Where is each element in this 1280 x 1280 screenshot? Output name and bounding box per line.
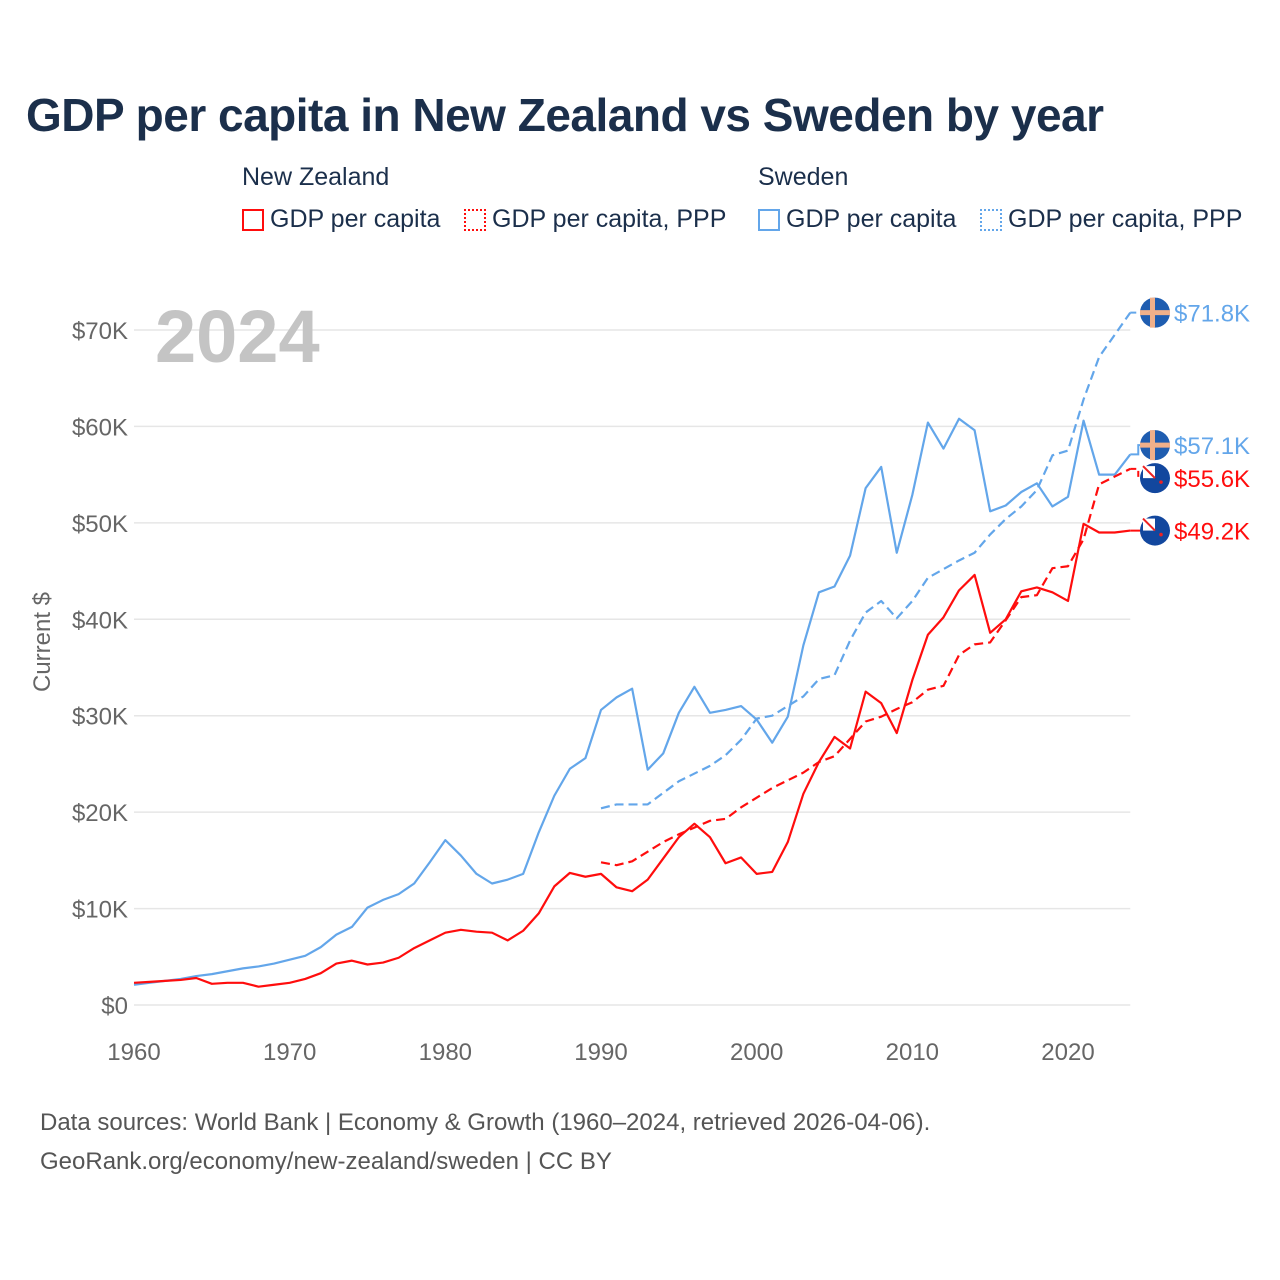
series-line-sweden-gdp-per-capita (133, 417, 1132, 986)
flag-cross (1150, 297, 1155, 328)
end-value-label: $71.8K (1174, 301, 1250, 328)
legend-group-sweden: Sweden (758, 163, 849, 191)
legend-label: GDP per capita, PPP (492, 205, 727, 233)
legend-label: GDP per capita (270, 205, 441, 233)
legend-label: GDP per capita (786, 205, 957, 233)
footer-link[interactable]: GeoRank.org/economy/new-zealand/sweden |… (40, 1148, 612, 1175)
legend-se-gdp-ppp[interactable]: GDP per capita, PPP (980, 205, 1242, 234)
legend-swatch-solid (242, 208, 264, 231)
flag-union-jack (1142, 465, 1156, 479)
y-tick-label: $60K (72, 414, 128, 441)
year-watermark: 2024 (155, 295, 320, 378)
y-tick-label: $50K (72, 511, 128, 538)
plot-area: $0 $10K $20K $30K $40K $50K $60K $70K 1960 1970 19… (29, 295, 1250, 1066)
flag-star (1159, 532, 1163, 537)
flag-union-jack (1142, 517, 1156, 532)
flag-cross (1150, 430, 1155, 461)
legend-nz-gdp[interactable]: GDP per capita (242, 205, 440, 234)
legend-swatch-dotted (464, 208, 486, 231)
footer-sources: Data sources: World Bank | Economy & Gro… (40, 1109, 931, 1136)
chart-title: GDP per capita in New Zealand vs Sweden … (26, 89, 1104, 141)
legend-nz-gdp-ppp[interactable]: GDP per capita, PPP (464, 205, 726, 234)
series-line-new-zealand-gdp-per-capita (133, 522, 1131, 988)
x-tick-label: 2000 (730, 1039, 783, 1066)
legend-swatch-solid (758, 208, 780, 231)
legend-swatch-dotted (980, 208, 1002, 231)
end-value-label: $57.1K (1174, 433, 1250, 460)
legend-label: GDP per capita, PPP (1008, 205, 1243, 233)
legend-group-new-zealand: New Zealand (242, 163, 390, 191)
y-tick-label: $30K (72, 704, 128, 731)
y-tick-label: $40K (72, 607, 128, 634)
new-zealand-flag-icon (1140, 463, 1170, 494)
y-tick-label: $70K (72, 318, 128, 345)
end-value-label: $49.2K (1174, 519, 1250, 546)
flag-star (1159, 480, 1163, 484)
x-tick-label: 1970 (263, 1039, 316, 1066)
x-tick-label: 2010 (886, 1039, 939, 1066)
x-tick-label: 1980 (419, 1039, 472, 1066)
y-tick-label: $0 (101, 993, 128, 1020)
sweden-flag-icon (1140, 430, 1170, 461)
y-axis-label: Current $ (29, 592, 56, 692)
series-line-new-zealand-gdp-per-capita-ppp (600, 467, 1131, 867)
y-tick-label: $20K (72, 800, 128, 827)
series-line-sweden-gdp-per-capita-ppp (600, 312, 1132, 810)
x-tick-label: 2020 (1041, 1039, 1094, 1066)
x-tick-label: 1960 (107, 1039, 160, 1066)
x-tick-label: 1990 (574, 1039, 627, 1066)
y-tick-label: $10K (72, 897, 128, 924)
sweden-flag-icon (1140, 297, 1170, 328)
end-value-label: $55.6K (1174, 466, 1250, 493)
new-zealand-flag-icon (1140, 515, 1170, 546)
legend-se-gdp[interactable]: GDP per capita (758, 205, 956, 234)
